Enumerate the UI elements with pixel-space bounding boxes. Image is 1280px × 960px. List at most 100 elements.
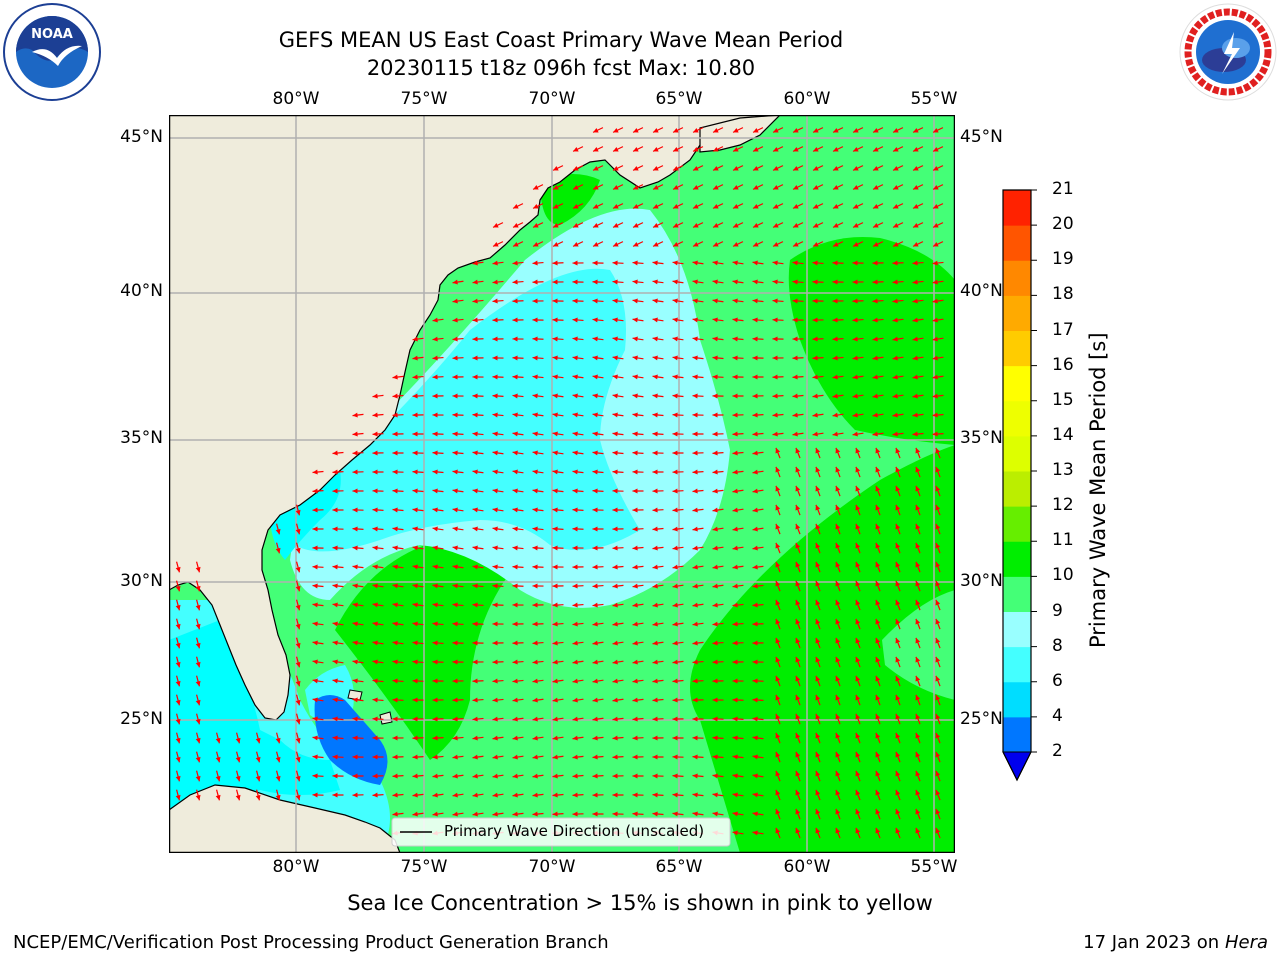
lat-label-right: 25°N <box>960 709 1003 729</box>
wave-arrowhead <box>753 165 759 171</box>
wave-arrowhead <box>372 754 378 760</box>
wave-arrowhead <box>512 336 518 342</box>
wave-arrowhead <box>692 792 698 798</box>
wave-arrowhead <box>592 317 598 323</box>
wave-arrowhead <box>835 675 841 682</box>
wave-arrowhead <box>672 811 678 817</box>
wave-arrowhead <box>412 545 418 551</box>
wave-arrowhead <box>392 431 398 437</box>
wave-arrowhead <box>712 507 718 513</box>
wave-arrowhead <box>612 735 618 741</box>
wave-arrowhead <box>895 599 901 606</box>
wave-arrowhead <box>912 336 918 342</box>
wave-arrowhead <box>672 488 678 494</box>
wave-arrowhead <box>372 602 378 608</box>
colorbar-under-arrow <box>1002 751 1032 782</box>
wave-arrowhead <box>632 317 638 323</box>
wave-arrowhead <box>652 735 658 741</box>
wave-arrowhead <box>835 694 841 701</box>
wave-arrowhead <box>295 680 301 687</box>
wave-arrowhead <box>775 599 781 606</box>
wave-arrowhead <box>733 127 739 133</box>
wave-arrowhead <box>632 374 638 380</box>
lon-label-top: 60°W <box>783 89 831 109</box>
wave-arrowhead <box>175 775 181 782</box>
colorbar-segment <box>1003 646 1031 683</box>
wave-arrowhead <box>372 659 378 665</box>
wave-arrowhead <box>712 659 718 665</box>
wave-arrowhead <box>895 770 901 777</box>
wave-arrowhead <box>895 618 901 625</box>
wave-arrowhead <box>552 583 558 589</box>
wave-arrowhead <box>815 523 821 530</box>
wave-arrowhead <box>875 523 881 530</box>
wave-arrowhead <box>652 526 658 532</box>
wave-arrowhead <box>472 507 478 513</box>
wave-arrowhead <box>692 640 698 646</box>
wave-arrowhead <box>552 279 558 285</box>
wave-arrowhead <box>892 336 898 342</box>
wave-arrowhead <box>872 260 878 266</box>
wave-arrowhead <box>632 640 638 646</box>
wave-arrowhead <box>895 447 901 454</box>
land-maritimes <box>699 115 781 153</box>
wave-arrowhead <box>312 792 318 798</box>
wave-arrowhead <box>532 298 538 304</box>
wave-arrowhead <box>732 564 738 570</box>
wave-arrowhead <box>552 393 558 399</box>
wave-arrowhead <box>712 564 718 570</box>
wave-arrowhead <box>712 260 718 266</box>
wave-arrowhead <box>512 393 518 399</box>
wave-arrowhead <box>612 773 618 779</box>
wave-arrowhead <box>532 583 538 589</box>
wave-arrowhead <box>875 485 881 492</box>
wave-arrowhead <box>835 504 841 511</box>
wave-arrowhead <box>572 317 578 323</box>
wave-arrowhead <box>632 355 638 361</box>
wave-arrowhead <box>592 602 598 608</box>
wave-arrowhead <box>935 770 941 777</box>
wave-arrowhead <box>175 661 181 668</box>
wave-arrowhead <box>412 602 418 608</box>
wave-arrowhead <box>832 355 838 361</box>
wave-arrowhead <box>532 526 538 532</box>
wave-arrowhead <box>215 737 221 744</box>
wave-arrowhead <box>392 697 398 703</box>
wave-arrowhead <box>732 526 738 532</box>
wave-arrowhead <box>775 656 781 663</box>
wave-arrowhead <box>572 450 578 456</box>
wave-arrowhead <box>592 374 598 380</box>
wave-arrowhead <box>612 545 618 551</box>
wave-arrowhead <box>773 222 779 228</box>
wave-arrowhead <box>775 542 781 549</box>
wave-arrowhead <box>275 794 281 801</box>
wave-arrowhead <box>772 317 778 323</box>
wave-arrowhead <box>592 735 598 741</box>
wave-arrowhead <box>855 656 861 663</box>
wave-arrowhead <box>512 279 518 285</box>
wave-arrowhead <box>875 580 881 587</box>
wave-arrowhead <box>295 756 301 763</box>
wave-arrowhead <box>195 756 201 763</box>
wave-arrowhead <box>552 450 558 456</box>
wave-arrowhead <box>452 450 458 456</box>
wave-arrowhead <box>912 260 918 266</box>
wave-arrowhead <box>792 298 798 304</box>
wave-arrowhead <box>553 184 559 190</box>
wave-arrowhead <box>712 336 718 342</box>
wave-arrowhead <box>472 393 478 399</box>
wave-arrowhead <box>712 298 718 304</box>
wave-arrowhead <box>712 279 718 285</box>
wave-arrowhead <box>933 146 939 152</box>
wave-arrowhead <box>592 792 598 798</box>
wave-arrowhead <box>712 716 718 722</box>
wave-arrowhead <box>632 393 638 399</box>
wave-arrowhead <box>593 241 599 247</box>
wave-arrowhead <box>692 678 698 684</box>
wave-arrowhead <box>672 260 678 266</box>
wave-period-map <box>169 115 955 853</box>
wave-arrowhead <box>512 526 518 532</box>
wave-arrowhead <box>432 545 438 551</box>
wave-arrowhead <box>612 431 618 437</box>
wave-arrowhead <box>612 336 618 342</box>
